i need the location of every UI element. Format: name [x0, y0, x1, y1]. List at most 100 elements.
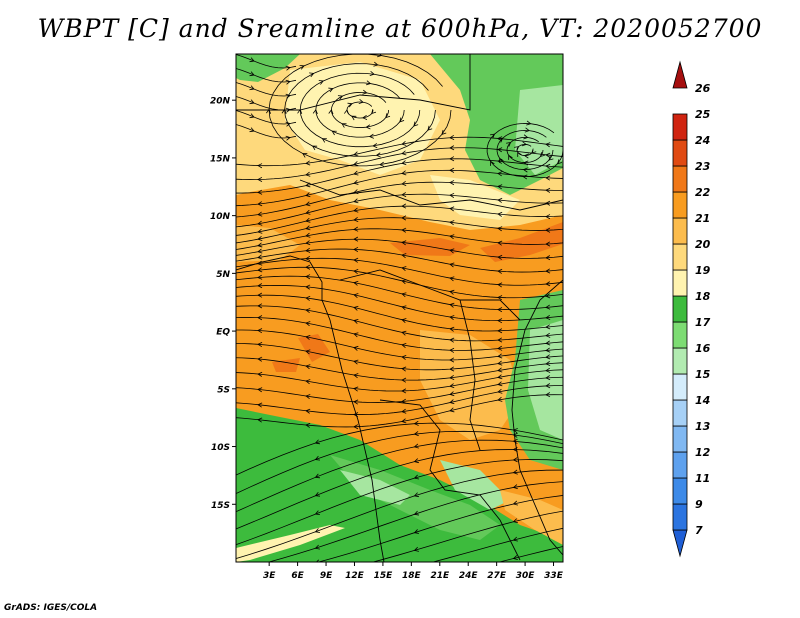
streamline-arrow — [556, 159, 563, 165]
x-tick-label: 24E — [459, 571, 479, 581]
streamline-arrow — [314, 455, 321, 461]
y-axis: 20N 15N 10N 5N EQ 5S 10S 15S — [210, 97, 236, 511]
streamline — [236, 459, 563, 546]
streamline-arrow — [305, 364, 311, 370]
streamline-arrow — [413, 458, 419, 464]
streamline-arrow — [371, 109, 377, 115]
streamline-arrow — [449, 347, 455, 353]
streamline-arrow — [328, 109, 334, 115]
streamline — [315, 82, 405, 138]
streamline-arrow — [545, 281, 551, 287]
streamline-arrow — [353, 226, 359, 232]
streamline-arrow — [449, 302, 455, 308]
streamline-arrow — [399, 117, 405, 123]
streamline-arrow — [305, 295, 311, 301]
streamline-arrow — [512, 438, 518, 444]
colorbar-label: 21 — [695, 212, 710, 225]
streamline-arrow — [499, 157, 504, 163]
streamline-arrow — [449, 315, 455, 321]
streamline-arrow — [497, 345, 503, 351]
streamline-arrow — [305, 321, 311, 327]
streamline-arrow — [545, 241, 551, 247]
streamline-arrow — [353, 424, 359, 430]
streamline-arrow — [305, 255, 311, 261]
streamline-arrow — [545, 187, 551, 193]
streamline-arrow — [285, 121, 291, 127]
streamline-arrow — [309, 72, 315, 78]
streamline-arrow — [305, 349, 311, 355]
streamline-arrow — [514, 146, 520, 151]
colorbar-segment — [672, 529, 688, 558]
streamline-arrow — [497, 374, 503, 380]
streamline-arrow — [401, 366, 407, 372]
streamline-arrow — [353, 293, 359, 299]
streamline-arrow — [497, 282, 503, 288]
streamline-arrow — [449, 383, 455, 389]
streamline-arrow — [512, 428, 518, 434]
border-south — [379, 399, 521, 561]
streamline-arrow — [427, 125, 433, 131]
streamline-arrow — [413, 420, 419, 426]
colorbar-segment — [672, 295, 688, 323]
streamline-arrow — [257, 387, 263, 393]
streamline-arrow — [249, 127, 255, 133]
streamline-arrow — [497, 353, 503, 359]
streamline-arrow — [497, 211, 503, 217]
streamline-arrow — [497, 337, 503, 343]
streamline-arrow — [401, 377, 407, 383]
x-tick-label: 3E — [263, 571, 276, 581]
streamline-arrow — [401, 160, 407, 166]
streamline-arrow — [545, 142, 551, 148]
streamline-arrow — [401, 253, 407, 259]
streamline — [317, 495, 563, 562]
streamline-arrow — [401, 305, 407, 311]
streamline-arrow — [545, 214, 551, 220]
streamline-arrow — [545, 268, 551, 274]
streamline-arrow — [415, 591, 419, 595]
streamline-arrow — [257, 303, 263, 309]
streamline — [284, 63, 436, 157]
streamline-arrow — [497, 381, 503, 387]
streamline-arrow — [257, 267, 263, 273]
streamline-arrow — [449, 220, 455, 226]
streamline-arrow — [497, 328, 503, 334]
streamline-arrow — [299, 64, 305, 70]
streamline-arrow — [401, 343, 407, 348]
streamline-arrow — [401, 418, 407, 424]
colorbar-segment — [672, 399, 688, 427]
streamline-arrow — [257, 274, 263, 280]
streamline-arrow — [449, 145, 455, 151]
streamline-arrow — [449, 234, 455, 240]
streamline-arrow — [351, 115, 357, 121]
streamline-arrow — [522, 167, 528, 173]
streamline-arrow — [512, 484, 518, 490]
streamline — [486, 123, 563, 177]
streamline-arrow — [401, 140, 407, 146]
streamline-arrow — [401, 181, 407, 187]
streamline-arrow — [344, 109, 349, 115]
streamline-arrow — [302, 153, 308, 158]
streamline-arrow — [305, 284, 311, 290]
streamline-arrow — [449, 407, 455, 413]
streamline-arrow — [489, 133, 496, 139]
streamline-arrow — [413, 474, 419, 480]
streamline-arrow — [545, 383, 551, 389]
streamline-arrow — [545, 304, 551, 310]
streamline-arrow — [353, 170, 359, 176]
streamline-arrow — [545, 392, 551, 398]
streamline-arrow — [285, 135, 291, 141]
streamline-arrow — [545, 175, 551, 181]
x-tick-label: 30E — [516, 571, 536, 581]
streamline — [330, 92, 389, 128]
streamline-arrow — [314, 528, 321, 533]
colorbar-segment — [672, 60, 688, 89]
streamline — [233, 565, 563, 601]
streamline-arrow — [312, 108, 318, 115]
streamline — [497, 546, 563, 562]
streamline-arrow — [531, 148, 537, 154]
streamline-arrow — [305, 240, 311, 246]
streamline-arrow — [305, 379, 311, 385]
streamline-arrow — [353, 217, 359, 223]
streamline-arrow — [545, 332, 551, 338]
